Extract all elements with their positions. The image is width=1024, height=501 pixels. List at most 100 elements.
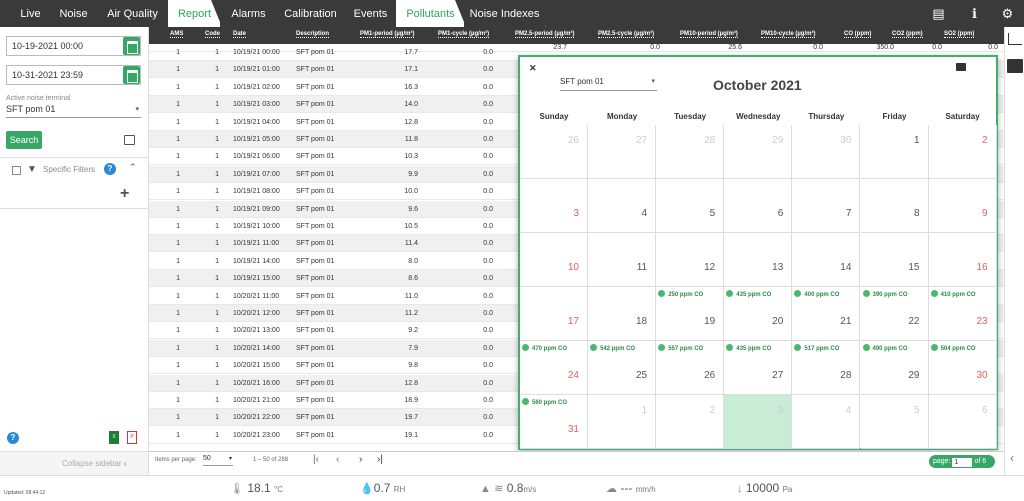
calendar-day[interactable]: 4 [588,179,657,233]
filters-checkbox[interactable] [12,166,21,175]
date-to-input[interactable]: 10-31-2021 23:59 [6,65,141,85]
tab-report[interactable]: Report [168,0,222,27]
help-icon[interactable]: ? [104,163,116,175]
calendar-day[interactable]: 2 [656,395,725,449]
calendar-day[interactable]: 3 [520,179,588,233]
calendar-event[interactable]: 517 ppm CO [794,343,839,355]
calendar-event[interactable]: 435 ppm CO [726,289,771,301]
calendar-day[interactable]: 5 [656,179,725,233]
gear-icon[interactable]: ⚙ [1001,6,1014,21]
column-header[interactable]: PM10-period (µg/m³) [680,31,738,38]
calendar-day[interactable]: 25 542 ppm CO [588,341,657,395]
column-header[interactable]: PM2.5-cycle (µg/m³) [598,31,655,38]
tab-live[interactable]: Live [10,0,52,27]
calendar-day[interactable]: 17 [520,287,588,341]
calendar-day[interactable]: 21 400 ppm CO [792,287,861,341]
calendar-day[interactable]: 2 [928,125,997,179]
calendar-event[interactable]: 400 ppm CO [794,289,839,301]
calendar-day[interactable]: 16 [928,233,997,287]
help-icon[interactable]: ? [7,432,19,444]
column-header[interactable]: PM10-cycle (µg/m³) [761,31,816,38]
calendar-event[interactable]: 435 ppm CO [726,343,771,355]
page-input[interactable]: 1 [952,458,973,467]
export-excel-icon[interactable]: X [109,431,119,444]
column-header[interactable]: PM1-period (µg/m³) [360,31,415,38]
date-from-calendar-icon[interactable] [123,37,140,55]
calendar-day[interactable]: 1 [588,395,657,449]
calendar-day[interactable]: 5 [860,395,929,449]
calendar-event[interactable]: 410 ppm CO [931,289,976,301]
column-header[interactable]: CO2 (ppm) [892,31,923,38]
date-to-calendar-icon[interactable] [123,66,140,84]
calendar-day[interactable]: 7 [792,179,861,233]
calendar-day[interactable]: 10 [520,233,588,287]
calendar-event[interactable]: 504 ppm CO [931,343,976,355]
calendar-day[interactable]: 14 [792,233,861,287]
calendar-day[interactable]: 23 410 ppm CO [928,287,997,341]
chart-icon[interactable] [1008,33,1022,45]
column-header[interactable]: Code [205,31,220,38]
calendar-day[interactable]: 3 [724,395,793,449]
next-page-icon[interactable]: › [359,454,363,465]
columns-icon[interactable] [124,135,135,145]
calendar-day[interactable]: 6 [724,179,793,233]
calendar-day[interactable]: 1 [860,125,929,179]
tab-noise[interactable]: Noise [50,0,98,27]
calendar-view-icon[interactable] [1007,59,1023,73]
column-header[interactable]: Date [233,31,247,38]
info-icon[interactable]: ℹ [972,6,977,21]
column-header[interactable]: PM2.5-period (µg/m³) [515,31,575,38]
calendar-day[interactable]: 26 [520,125,588,179]
last-page-icon[interactable]: ›| [377,454,383,465]
calendar-day[interactable]: 31 560 ppm CO [520,395,588,449]
calendar-day[interactable]: 4 [792,395,861,449]
calendar-day[interactable]: 22 390 ppm CO [860,287,929,341]
add-filter-icon[interactable]: + [120,185,130,202]
calendar-day[interactable]: 26 557 ppm CO [656,341,725,395]
camera-icon[interactable] [956,63,966,71]
calendar-day[interactable]: 30 504 ppm CO [928,341,997,395]
calendar-day[interactable]: 29 [724,125,793,179]
first-page-icon[interactable]: |‹ [313,454,319,465]
close-icon[interactable]: ✕ [529,63,537,73]
chevron-up-icon[interactable]: ⌃ [129,162,137,172]
search-button[interactable]: Search [6,131,42,149]
items-per-page-select[interactable]: 50 ▾ [203,455,233,466]
calendar-day[interactable]: 11 [588,233,657,287]
tab-pollutants[interactable]: Pollutants [396,0,466,27]
calendar-day[interactable]: 24 470 ppm CO [520,341,588,395]
calendar-day[interactable]: 27 [588,125,657,179]
date-from-input[interactable]: 10-19-2021 00:00 [6,36,141,56]
calendar-day[interactable]: 18 [588,287,657,341]
tab-air-quality[interactable]: Air Quality [96,0,170,27]
tab-events[interactable]: Events [344,0,398,27]
calendar-day[interactable]: 29 490 ppm CO [860,341,929,395]
calendar-day[interactable]: 28 [656,125,725,179]
tab-alarms[interactable]: Alarms [220,0,278,27]
calendar-event[interactable]: 470 ppm CO [522,343,567,355]
calendar-day[interactable]: 8 [860,179,929,233]
collapse-sidebar-button[interactable]: Collapse sidebar ‹ [0,451,148,475]
column-header[interactable]: PM1-cycle (µg/m³) [438,31,490,38]
calendar-day[interactable]: 9 [928,179,997,233]
calendar-day[interactable]: 28 517 ppm CO [792,341,861,395]
calendar-event[interactable]: 557 ppm CO [658,343,703,355]
table-row[interactable]: 23.7 0.0 25.6 0.0 350.0 0.0 0.0 [149,44,1004,52]
calendar-event[interactable]: 390 ppm CO [863,289,908,301]
tab-noise-indexes[interactable]: Noise Indexes [464,0,546,27]
column-header[interactable]: Description [296,31,330,38]
export-pdf-icon[interactable]: P [127,431,137,444]
calendar-day[interactable]: 6 [928,395,997,449]
chevron-left-icon[interactable]: ‹ [1010,451,1014,465]
prev-page-icon[interactable]: ‹ [336,454,340,465]
id-card-icon[interactable]: ▤ [932,6,945,21]
calendar-event[interactable]: 490 ppm CO [863,343,908,355]
column-header[interactable]: SO2 (ppm) [944,31,975,38]
calendar-event[interactable]: 560 ppm CO [522,397,567,409]
calendar-day[interactable]: 27 435 ppm CO [724,341,793,395]
calendar-day[interactable]: 20 435 ppm CO [724,287,793,341]
calendar-day[interactable]: 13 [724,233,793,287]
calendar-event[interactable]: 542 ppm CO [590,343,635,355]
calendar-day[interactable]: 12 [656,233,725,287]
terminal-select[interactable]: SFT pom 01 ▾ [6,104,141,118]
